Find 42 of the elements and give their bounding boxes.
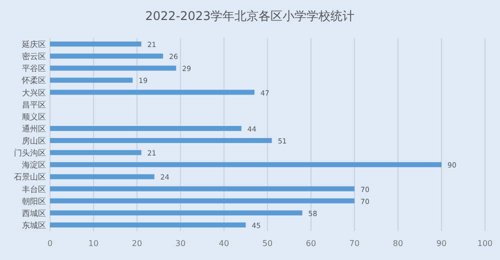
x-tick-label: 70 — [349, 239, 360, 248]
y-tick-label: 延庆区 — [21, 40, 46, 50]
x-tick-label: 60 — [306, 239, 316, 248]
bar — [50, 138, 272, 144]
bar — [50, 78, 133, 83]
y-tick-label: 大兴区 — [22, 88, 46, 98]
x-tick-label: 30 — [175, 239, 186, 248]
y-tick-label: 西城区 — [22, 208, 46, 218]
bar — [50, 42, 142, 47]
x-tick-label: 100 — [477, 239, 493, 248]
x-tick-label: 10 — [88, 239, 99, 248]
bar — [50, 54, 164, 59]
y-tick-label: 门头沟区 — [14, 148, 46, 158]
y-tick-label: 东城区 — [22, 220, 46, 230]
x-tick-label: 90 — [436, 239, 447, 248]
y-tick-label: 房山区 — [22, 136, 46, 146]
y-tick-label: 昌平区 — [22, 100, 46, 110]
bar — [50, 198, 354, 204]
y-tick-label: 通州区 — [22, 124, 46, 134]
bar — [50, 90, 254, 95]
x-tick-label: 80 — [392, 239, 404, 248]
bar — [50, 162, 442, 168]
y-tick-label: 海淀区 — [22, 160, 46, 170]
y-tick-label: 怀柔区 — [21, 76, 46, 86]
x-tick-label: 50 — [262, 239, 273, 248]
bar — [50, 210, 302, 216]
y-tick-label: 密云区 — [22, 52, 46, 62]
y-tick-label: 顺义区 — [22, 112, 46, 122]
bar — [50, 66, 176, 71]
bar — [50, 150, 142, 156]
x-tick-label: 0 — [47, 239, 53, 248]
bar — [50, 222, 246, 228]
x-tick-label: 40 — [218, 239, 230, 248]
bar — [50, 174, 154, 180]
y-tick-label: 丰台区 — [22, 184, 46, 194]
bar — [50, 126, 242, 131]
y-tick-label: 朝阳区 — [22, 196, 46, 206]
chart-title: 2022-2023学年北京各区小学学校统计 — [145, 9, 355, 23]
x-tick-label: 20 — [132, 239, 142, 248]
y-tick-label: 石景山区 — [14, 172, 46, 182]
y-tick-label: 平谷区 — [22, 64, 46, 74]
bar — [50, 186, 354, 192]
